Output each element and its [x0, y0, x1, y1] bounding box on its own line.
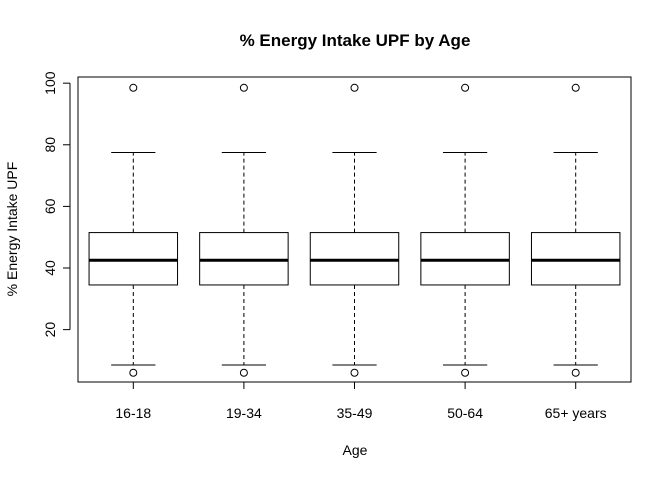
y-tick-label: 80	[42, 137, 58, 153]
y-tick-label: 60	[42, 198, 58, 214]
outlier-point	[239, 368, 248, 377]
iqr-box	[530, 232, 621, 286]
box-1	[88, 83, 179, 377]
y-tick-label: 20	[42, 322, 58, 338]
outlier-point	[350, 83, 359, 92]
x-tick-label: 35-49	[337, 405, 373, 421]
outlier-point	[571, 368, 580, 377]
box-5	[530, 83, 621, 377]
y-tick-label: 100	[42, 71, 58, 95]
x-tick-label: 50-64	[447, 405, 483, 421]
y-axis-label: % Energy Intake UPF	[4, 162, 20, 297]
box-3	[309, 83, 400, 377]
box-4	[420, 83, 510, 377]
outlier-point	[239, 83, 248, 92]
outlier-point	[461, 83, 470, 92]
iqr-box	[88, 232, 179, 286]
outlier-point	[350, 368, 359, 377]
x-tick-label: 16-18	[115, 405, 151, 421]
iqr-box	[420, 232, 510, 286]
outlier-point	[461, 368, 470, 377]
x-tick-label: 65+ years	[545, 405, 607, 421]
x-axis: 16-18 19-34 35-49 50-64 65+ years	[115, 381, 607, 421]
box-2	[199, 83, 289, 377]
chart-title: % Energy Intake UPF by Age	[240, 31, 471, 50]
y-tick-label: 40	[42, 260, 58, 276]
x-tick-label: 19-34	[226, 405, 262, 421]
x-axis-label: Age	[343, 442, 368, 458]
outlier-point	[129, 83, 138, 92]
iqr-box	[309, 232, 400, 286]
boxes-layer	[88, 83, 621, 377]
y-axis: 20 40 60 80 100	[42, 71, 71, 338]
iqr-box	[199, 232, 289, 286]
outlier-point	[129, 368, 138, 377]
outlier-point	[571, 83, 580, 92]
